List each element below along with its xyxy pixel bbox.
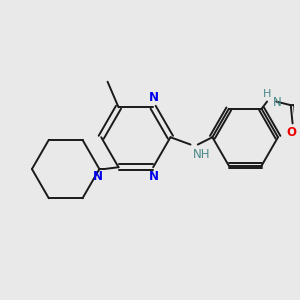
Text: N: N	[272, 96, 281, 109]
Text: N: N	[93, 170, 103, 183]
Text: NH: NH	[193, 148, 211, 161]
Text: N: N	[149, 91, 159, 104]
Text: N: N	[149, 170, 159, 183]
Text: O: O	[287, 126, 297, 139]
Text: H: H	[263, 89, 271, 99]
